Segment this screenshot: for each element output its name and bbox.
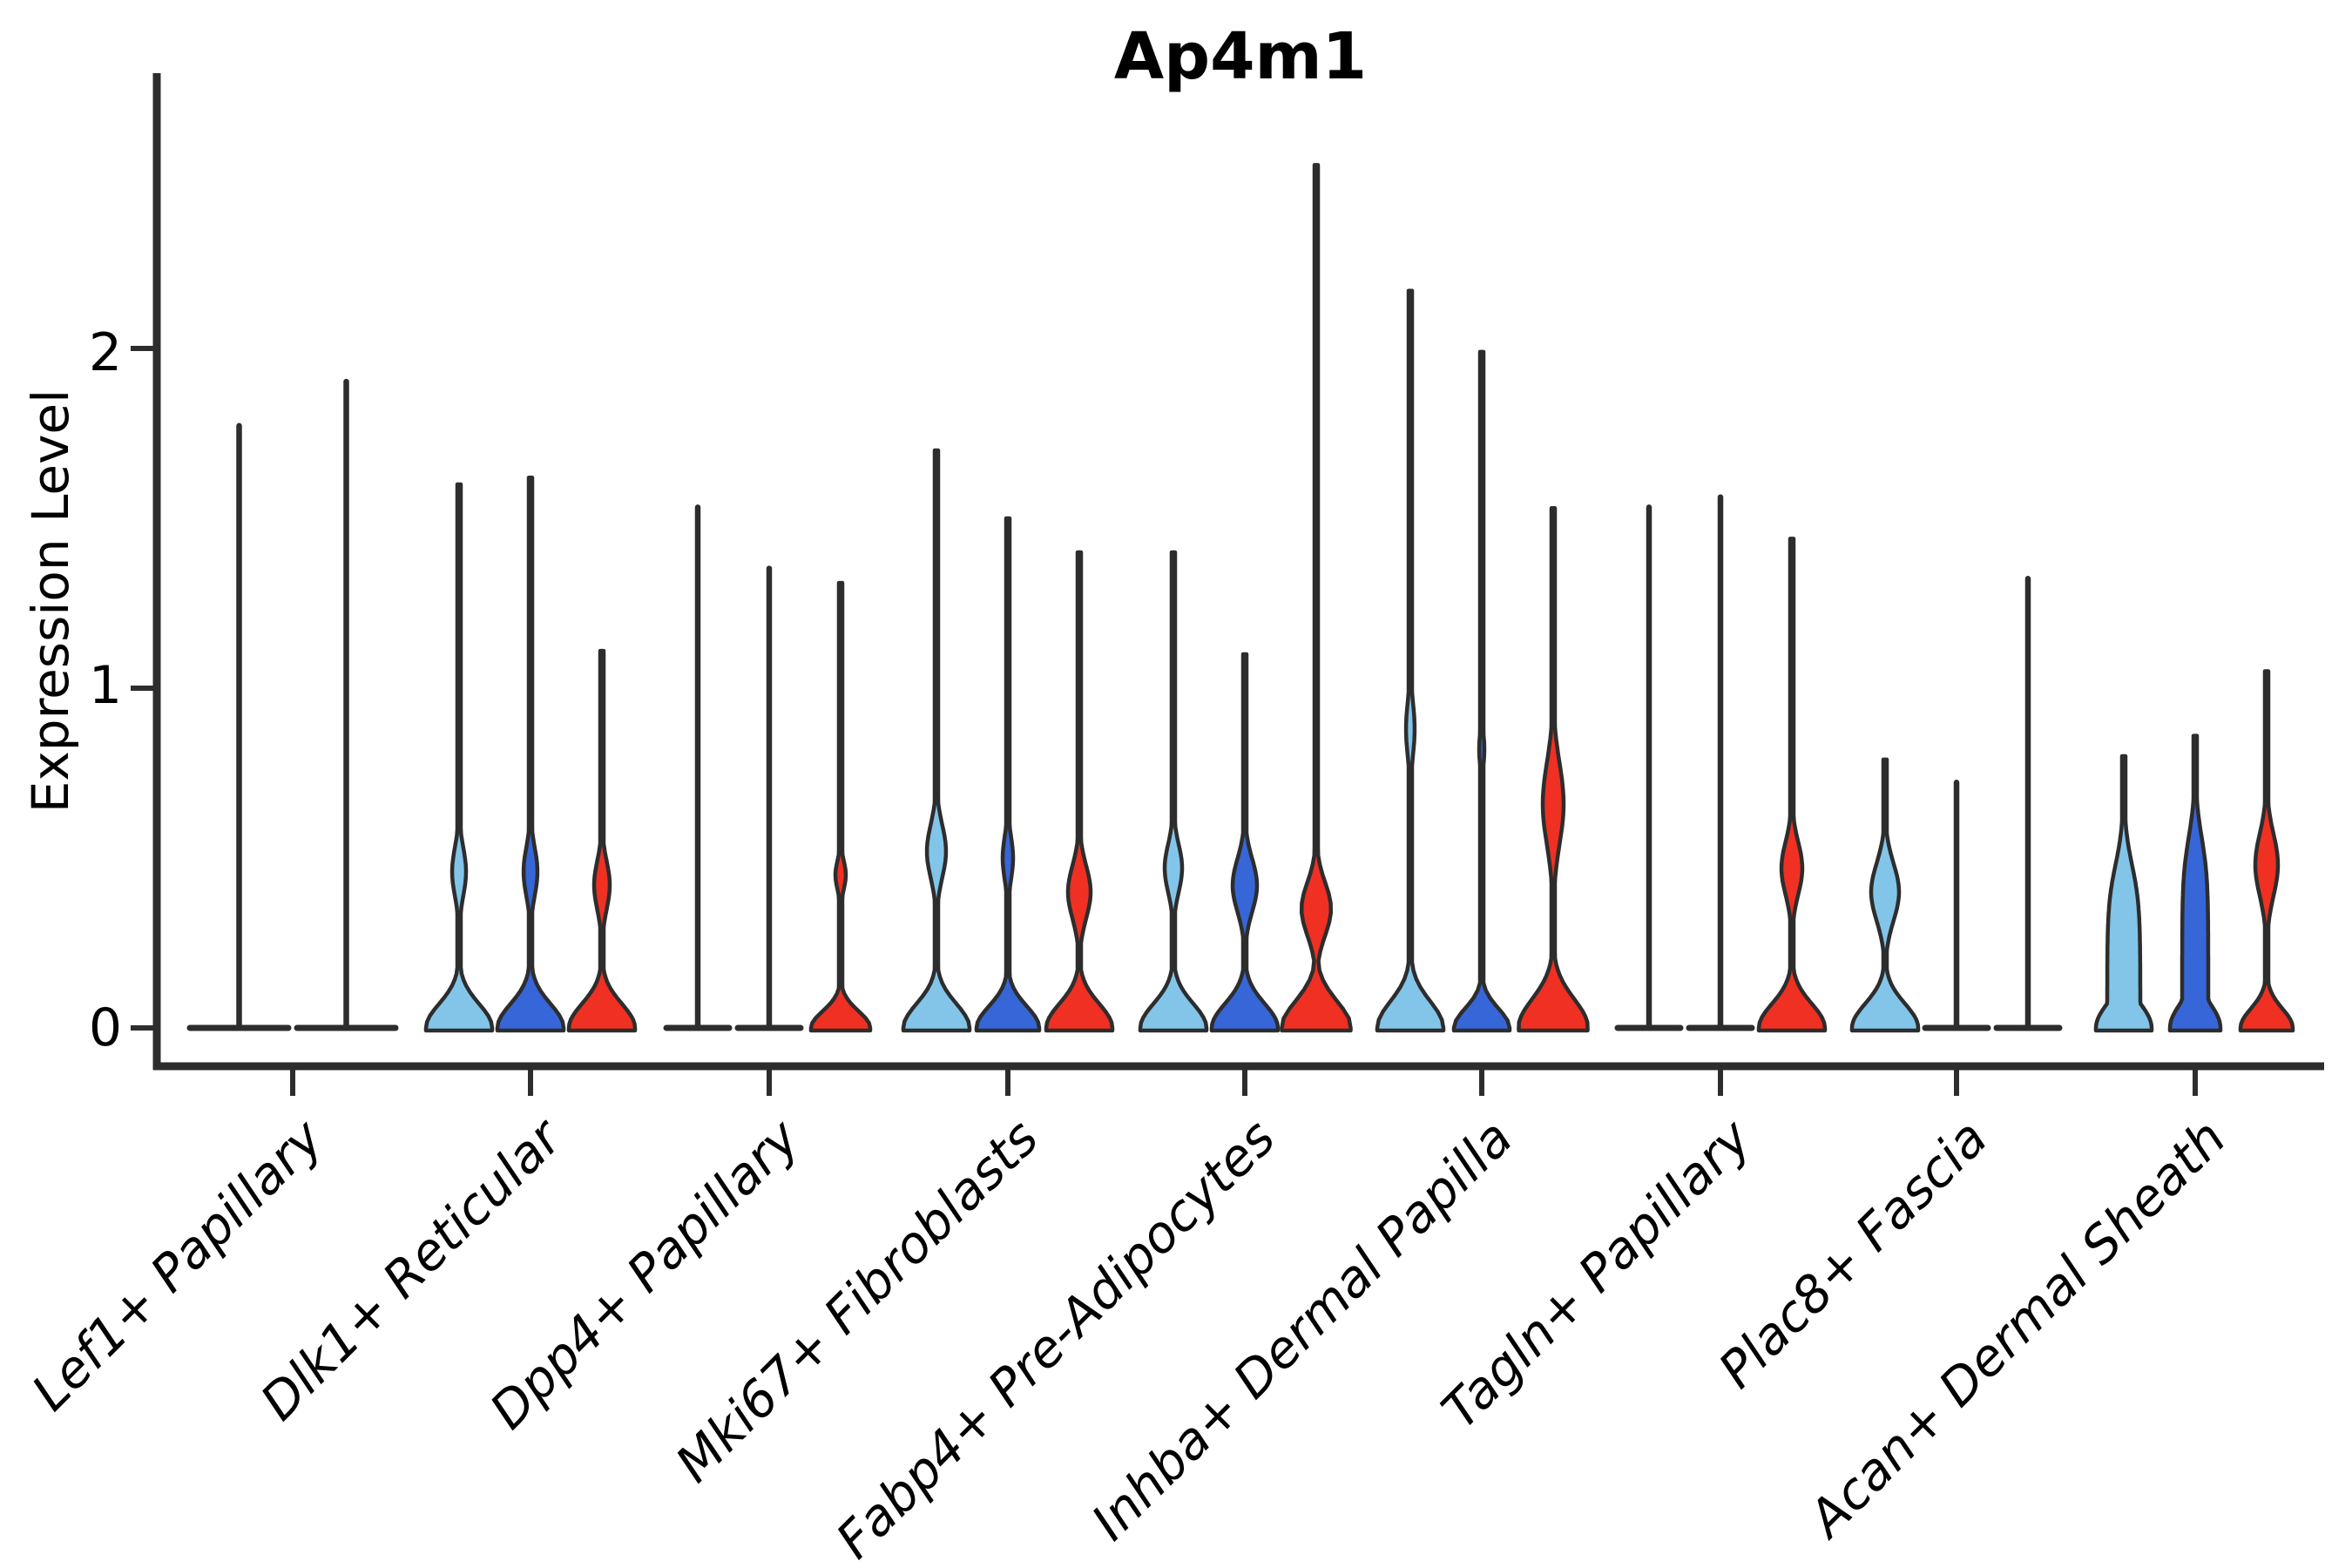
chart-title: Ap4m1 [1113,19,1368,94]
violin-mki67-fibroblasts-series_2 [974,516,1042,1033]
violin-inhba-dermal-papilla-series_1 [1375,288,1446,1033]
violin-fabp4-pre-adipocytes-series_1 [1138,550,1209,1033]
violin-acan-dermal-sheath-series_2 [2167,733,2223,1033]
violin-inhba-dermal-papilla-series_2 [1451,349,1512,1033]
violin-fabp4-pre-adipocytes-series_3 [1280,163,1353,1033]
violin-inhba-dermal-papilla-series_3 [1517,506,1590,1033]
violin-mki67-fibroblasts-series_3 [1044,550,1115,1033]
violin-acan-dermal-sheath-series_1 [2093,754,2154,1033]
violin-fabp4-pre-adipocytes-series_2 [1209,652,1281,1033]
violin-plac8-fascia-series_1 [1849,757,1921,1033]
violin-tagln-papillary-series_3 [1756,537,1828,1033]
violin-dpp4-papillary-series_3 [808,580,873,1033]
violin-dlk1-reticular-series_1 [423,482,495,1033]
y-tick-label-0: 0 [88,997,122,1058]
violin-mki67-fibroblasts-series_1 [901,448,972,1033]
violin-dlk1-reticular-series_2 [495,475,566,1033]
y-tick-label-2: 2 [88,322,122,383]
violin-acan-dermal-sheath-series_3 [2238,669,2295,1033]
violin-dlk1-reticular-series_3 [566,648,638,1033]
y-tick-label-1: 1 [88,655,122,716]
